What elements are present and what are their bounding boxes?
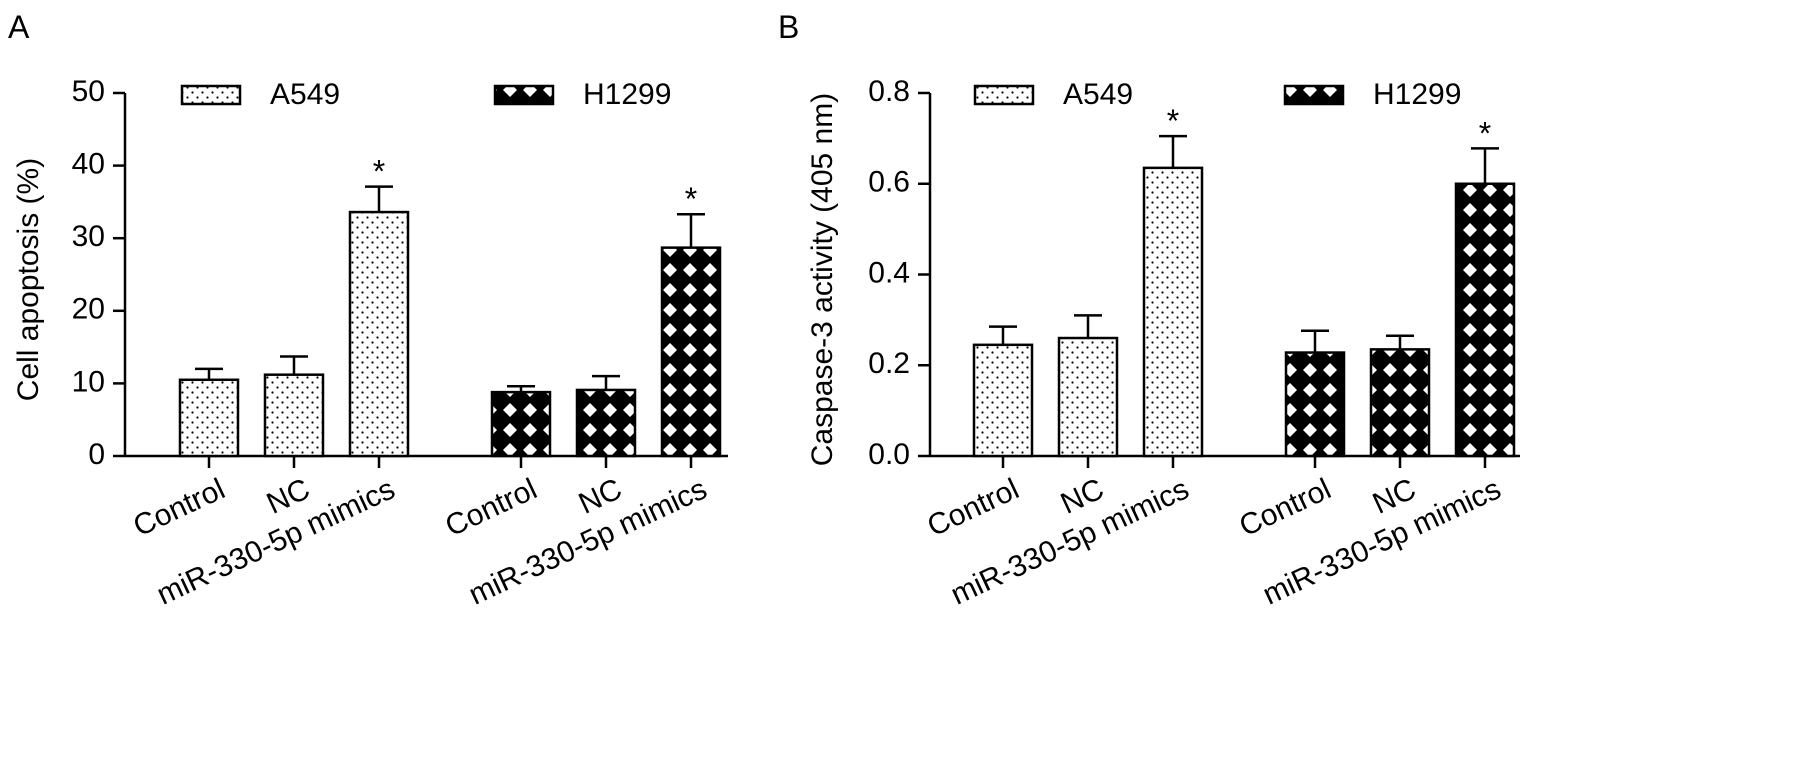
- bar: [1284, 351, 1346, 458]
- bar: [1369, 348, 1431, 458]
- legend-label: A549: [270, 78, 340, 111]
- y-tick-label: 0.4: [868, 256, 910, 289]
- y-axis-label: Caspase-3 activity (405 nm): [806, 93, 839, 466]
- y-tick-label: 10: [72, 365, 105, 398]
- y-tick-label: 20: [72, 293, 105, 326]
- x-tick-label: Control: [1234, 472, 1336, 543]
- x-tick-label: Control: [440, 472, 542, 543]
- y-tick-label: 0: [88, 438, 105, 471]
- bar: [1142, 166, 1204, 458]
- bar: [575, 388, 637, 458]
- legend-swatch: [180, 84, 242, 106]
- bar: [1454, 182, 1516, 458]
- bar: [178, 378, 240, 458]
- bar: [972, 343, 1034, 458]
- y-tick-label: 30: [72, 220, 105, 253]
- significance-star: *: [1479, 115, 1491, 151]
- y-tick-label: 50: [72, 75, 105, 108]
- bar: [348, 210, 410, 458]
- legend-label: H1299: [1373, 78, 1461, 111]
- y-tick-label: 0.0: [868, 438, 910, 471]
- bar: [490, 390, 552, 458]
- x-tick-label: Control: [128, 472, 230, 543]
- legend-swatch: [973, 84, 1035, 106]
- x-tick-label: Control: [922, 472, 1024, 543]
- y-tick-label: 0.8: [868, 75, 910, 108]
- panel-label: A: [8, 9, 30, 45]
- legend-swatch: [493, 84, 555, 106]
- y-tick-label: 0.6: [868, 166, 910, 199]
- y-tick-label: 40: [72, 148, 105, 181]
- legend-label: A549: [1063, 78, 1133, 111]
- significance-star: *: [685, 181, 697, 217]
- legend-swatch: [1283, 84, 1345, 106]
- bar: [263, 373, 325, 458]
- significance-star: *: [1167, 103, 1179, 139]
- significance-star: *: [373, 154, 385, 190]
- legend-label: H1299: [583, 78, 671, 111]
- y-axis-label: Cell apoptosis (%): [12, 158, 45, 401]
- y-tick-label: 0.2: [868, 347, 910, 380]
- bar: [660, 246, 722, 458]
- panel-label: B: [778, 9, 799, 45]
- bar: [1057, 336, 1119, 458]
